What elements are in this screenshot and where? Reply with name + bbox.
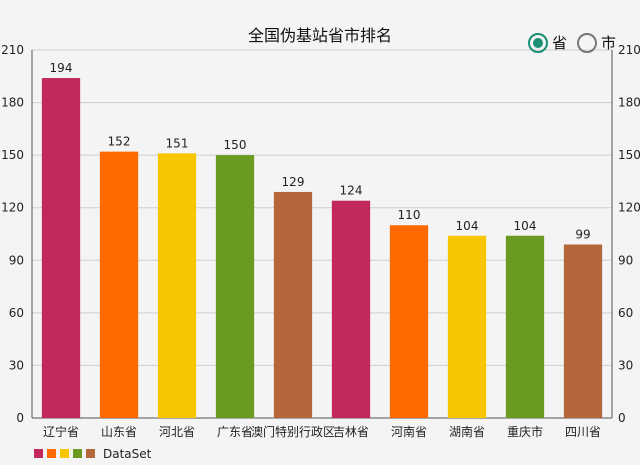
data-label: 129 — [282, 175, 305, 189]
bar — [273, 191, 313, 418]
y-tick-label-left: 180 — [1, 96, 24, 110]
legend-swatch — [47, 449, 56, 458]
y-tick-label-left: 120 — [1, 201, 24, 215]
bar — [215, 155, 255, 418]
bar — [505, 235, 545, 418]
x-tick-label: 吉林省 — [333, 425, 369, 439]
y-tick-label-right: 60 — [618, 306, 633, 320]
radio-province-circle[interactable] — [527, 32, 548, 53]
x-tick-label: 辽宁省 — [43, 424, 79, 439]
radio-city-circle[interactable] — [576, 32, 597, 53]
radio-city[interactable]: 市 — [576, 32, 622, 53]
bar — [331, 200, 371, 418]
data-label: 151 — [166, 136, 189, 150]
radio-selected-dot — [532, 37, 543, 48]
radio-province[interactable]: 省 — [527, 32, 573, 53]
bar — [389, 225, 429, 418]
legend-swatch — [86, 449, 95, 458]
radio-province-label: 省 — [551, 34, 567, 52]
radio-city-label: 市 — [600, 34, 616, 52]
y-tick-label-right: 210 — [618, 43, 640, 57]
data-label: 150 — [224, 138, 247, 152]
y-tick-label-left: 0 — [16, 411, 24, 425]
y-tick-label-left: 210 — [1, 43, 24, 57]
bar — [41, 78, 81, 419]
data-label: 104 — [514, 219, 537, 233]
bar — [447, 235, 487, 418]
x-tick-label: 澳门特别行政区 — [251, 424, 335, 439]
legend-swatch — [60, 449, 69, 458]
x-tick-label: 湖南省 — [449, 424, 485, 439]
bar — [563, 244, 603, 418]
x-tick-label: 河北省 — [159, 425, 195, 439]
province-city-toggle: 省 市 — [524, 32, 622, 53]
data-label: 99 — [575, 228, 590, 242]
x-tick-label: 四川省 — [565, 425, 601, 439]
x-tick-label: 重庆市 — [507, 424, 543, 439]
y-tick-label-left: 90 — [9, 253, 24, 267]
data-label: 110 — [398, 208, 421, 222]
y-tick-label-right: 180 — [618, 96, 640, 110]
y-tick-label-right: 150 — [618, 148, 640, 162]
data-label: 194 — [50, 61, 73, 75]
y-tick-label-right: 0 — [618, 411, 626, 425]
y-tick-label-right: 90 — [618, 253, 633, 267]
data-label: 104 — [456, 219, 479, 233]
legend-swatch — [73, 449, 82, 458]
legend-swatch — [34, 449, 43, 458]
y-tick-label-left: 30 — [9, 358, 24, 372]
data-label: 152 — [108, 135, 131, 149]
chart-title: 全国伪基站省市排名 — [247, 26, 392, 45]
y-tick-label-right: 120 — [618, 201, 640, 215]
bar — [157, 153, 197, 418]
x-tick-label: 河南省 — [391, 424, 427, 439]
legend-label: DataSet — [103, 447, 152, 461]
data-label: 124 — [340, 184, 363, 198]
bar — [99, 151, 139, 418]
y-tick-label-right: 30 — [618, 358, 633, 372]
x-tick-label: 广东省 — [217, 425, 253, 439]
x-tick-label: 山东省 — [101, 425, 137, 439]
y-tick-label-left: 150 — [1, 148, 24, 162]
y-tick-label-left: 60 — [9, 306, 24, 320]
